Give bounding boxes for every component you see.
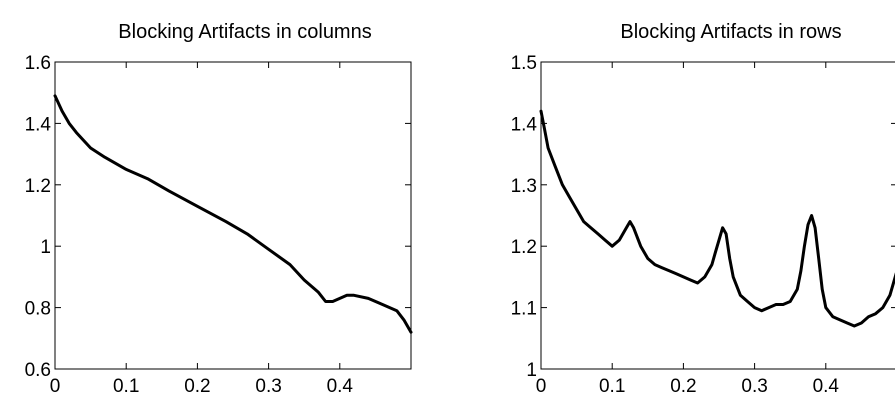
x-tick-label: 0.2 <box>184 376 210 397</box>
y-tick-label: 1.1 <box>511 299 537 320</box>
chart-columns: Blocking Artifacts in columns 0 0.1 0.2 0.3… <box>25 21 413 397</box>
y-tick-label: 1.6 <box>25 53 51 74</box>
series-line <box>539 109 895 328</box>
x-tick-label: 0.1 <box>113 376 139 397</box>
x-tick-label: 0.4 <box>327 376 354 397</box>
y-tick-label: 1 <box>40 237 51 258</box>
y-tick-label: 1.5 <box>511 53 537 74</box>
x-tick-label: 0.3 <box>741 376 767 397</box>
chart-title: Blocking Artifacts in columns <box>118 21 371 43</box>
x-tick-label: 0 <box>536 376 547 397</box>
y-tick-label: 1.3 <box>511 176 537 197</box>
chart-title: Blocking Artifacts in rows <box>620 21 841 43</box>
plot-frame <box>540 61 895 370</box>
x-tick-label: 0.2 <box>670 376 696 397</box>
y-tick-label: 0.8 <box>25 299 51 320</box>
x-tick-label: 0.3 <box>255 376 281 397</box>
x-tick-label: 0.1 <box>599 376 625 397</box>
y-tick-label: 1.4 <box>25 114 52 135</box>
y-tick-label: 1.4 <box>511 114 538 135</box>
y-tick-label: 0.6 <box>25 360 51 381</box>
y-tick-label: 1.2 <box>25 176 51 197</box>
x-tick-label: 0.4 <box>813 376 840 397</box>
plot-frame <box>54 61 412 370</box>
x-tick-label: 0 <box>50 376 61 397</box>
series-line <box>53 94 413 334</box>
chart-rows: Blocking Artifacts in rows 0 0.1 0.2 0.3 0.4… <box>511 21 895 397</box>
y-tick-label: 1.2 <box>511 237 537 258</box>
y-tick-label: 1 <box>526 360 537 381</box>
